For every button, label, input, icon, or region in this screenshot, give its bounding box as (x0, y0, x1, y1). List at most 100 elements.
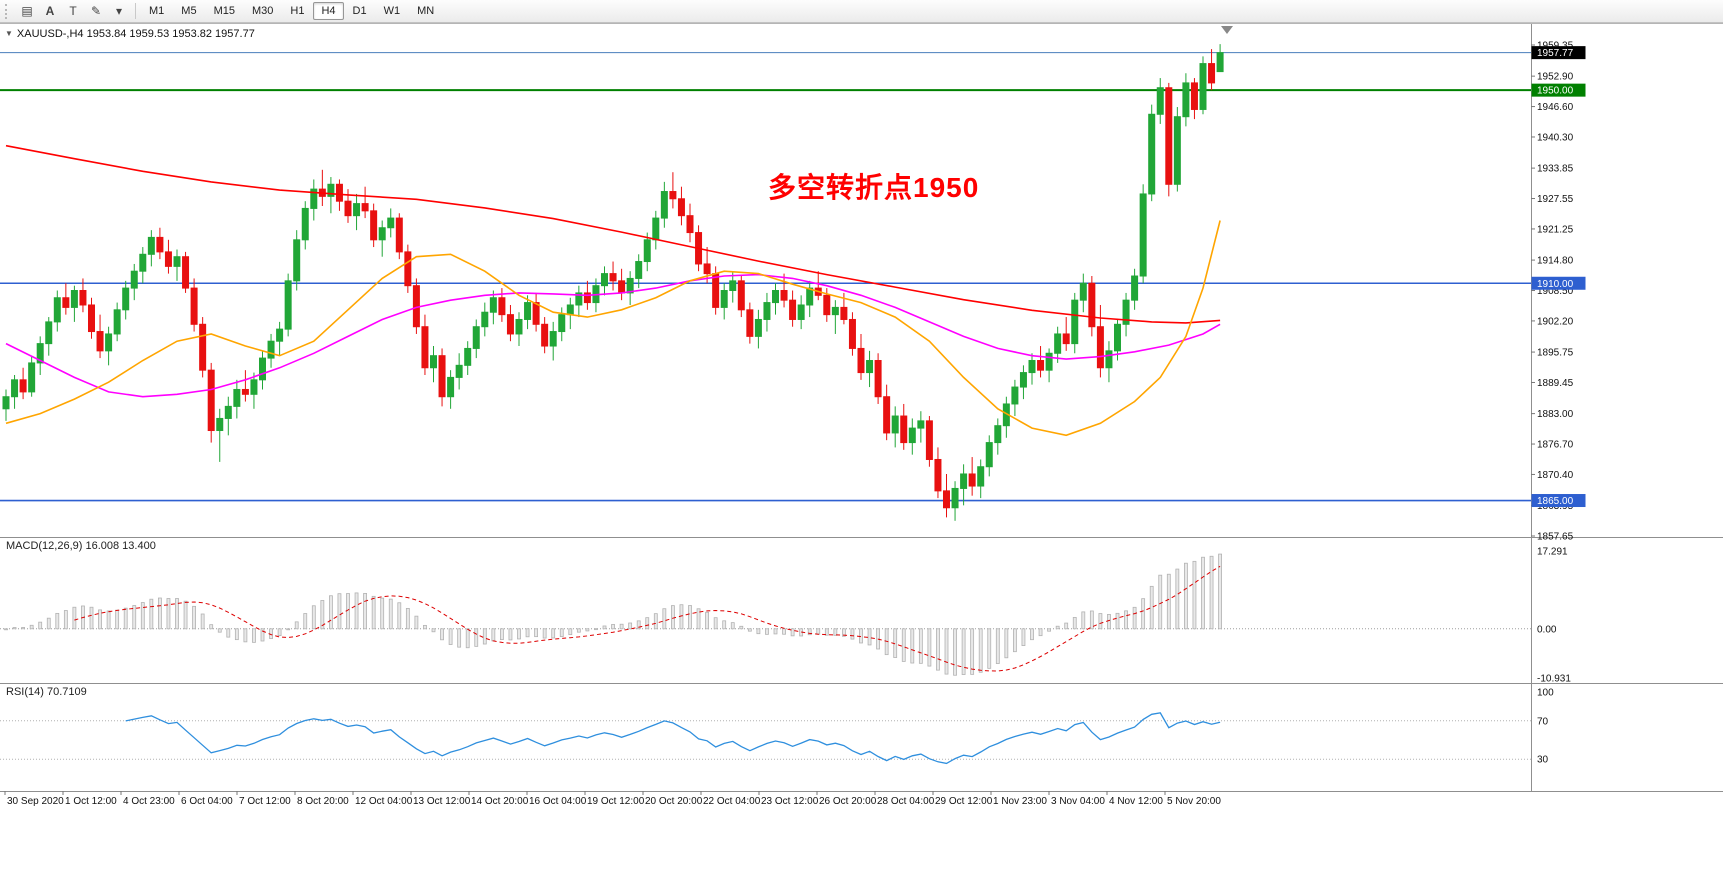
tf-button-m15[interactable]: M15 (213, 5, 235, 17)
candle (498, 297, 506, 316)
macd-histogram-bar (602, 625, 607, 630)
time-axis-label: 5 Nov 20:00 (1167, 796, 1221, 807)
candle (190, 287, 198, 325)
time-axis-label: 14 Oct 20:00 (471, 796, 529, 807)
macd-histogram-bar (713, 617, 718, 630)
price-scale-label: 1940.30 (1537, 132, 1574, 143)
candle (335, 183, 343, 202)
candle (866, 360, 874, 374)
time-axis-label: 20 Oct 20:00 (645, 796, 703, 807)
macd-histogram-bar (679, 604, 684, 630)
tf-button-m5[interactable]: M5 (181, 5, 197, 17)
macd-histogram-bar (1064, 622, 1069, 630)
label-a-icon[interactable]: A (45, 4, 55, 18)
tf-button-mn[interactable]: MN (417, 5, 435, 17)
macd-histogram-bar (611, 624, 615, 630)
candle (549, 331, 557, 347)
candle (259, 357, 266, 381)
chart-window-icon[interactable]: ▤ (21, 4, 33, 18)
macd-histogram-bar (978, 628, 983, 673)
candle (541, 323, 549, 347)
macd-histogram-bar (594, 628, 598, 631)
price-scale-label: 1876.70 (1537, 440, 1574, 451)
candle (113, 309, 121, 335)
time-axis-label: 16 Oct 04:00 (529, 796, 587, 807)
candle (182, 256, 190, 289)
candle (45, 321, 53, 345)
macd-histogram-bar (1047, 628, 1051, 632)
chart-shift-marker-icon[interactable] (1221, 26, 1233, 34)
time-scale[interactable]: 30 Sep 2020 1 Oct 12:00 4 Oct 23:00 6 Oct 0… (4, 791, 1221, 807)
candle (772, 290, 779, 304)
candle (626, 277, 634, 294)
one-click-trading-arrow[interactable]: ▼ (5, 29, 13, 38)
macd-histogram-bar (98, 609, 102, 630)
tf-button-h1[interactable]: H1 (290, 5, 305, 17)
macd-histogram-bar (431, 628, 436, 633)
price-scale-label: 1959.35 (1537, 41, 1574, 52)
macd-histogram-bar (226, 628, 231, 638)
macd-histogram-bar (448, 628, 453, 645)
macd-histogram-bar (696, 608, 701, 630)
macd-histogram-bar (1149, 585, 1154, 630)
text-tool-icon[interactable]: T (69, 4, 77, 18)
macd-histogram-bar (166, 598, 171, 630)
candle (968, 473, 976, 487)
macd-histogram-bar (29, 624, 34, 630)
candle (712, 273, 720, 308)
level-tag-1950 (1531, 83, 1586, 97)
macd-histogram-bar (953, 628, 957, 676)
macd-histogram-bar (525, 628, 530, 638)
candle (891, 415, 899, 434)
candle (1011, 386, 1019, 405)
candle (917, 420, 925, 429)
macd-histogram-bar (55, 612, 60, 630)
macd-histogram-bar (1038, 628, 1043, 637)
time-axis-label: 3 Nov 04:00 (1051, 796, 1105, 807)
macd-histogram-bar (1107, 614, 1111, 630)
macd-histogram-bar (1141, 598, 1146, 630)
time-axis-label: 28 Oct 04:00 (877, 796, 935, 807)
macd-panel: 17.291 0.00 -10.931 (0, 546, 1571, 684)
macd-histogram-bar (243, 628, 248, 643)
macd-histogram-bar (927, 628, 932, 667)
tf-button-w1[interactable]: W1 (383, 5, 401, 17)
macd-histogram-bar (303, 613, 308, 630)
candle (156, 236, 164, 253)
price-scale[interactable]: 1959.35 1952.90 1946.60 1940.30 1933.85 1927.… (1531, 41, 1586, 543)
macd-histogram-bar (12, 627, 17, 630)
macd-histogram-bar (123, 607, 128, 630)
candle (387, 217, 395, 229)
toolbar-drag-handle[interactable] (5, 3, 11, 19)
macd-histogram-bar (1166, 573, 1171, 630)
candle (96, 331, 104, 352)
macd-histogram-bar (1132, 606, 1137, 630)
candle (754, 318, 762, 337)
tf-button-d1[interactable]: D1 (352, 5, 367, 17)
macd-histogram-bar (405, 608, 410, 630)
candle (464, 347, 472, 366)
candle (139, 253, 147, 272)
candle (643, 239, 651, 263)
tf-button-h4[interactable]: H4 (313, 2, 344, 20)
macd-histogram-bar (388, 598, 393, 630)
time-axis-label: 13 Oct 12:00 (413, 796, 471, 807)
macd-histogram-bar (491, 628, 496, 642)
toolbar-icons: ▤ A T ✎ ▾ (16, 2, 130, 20)
candle (515, 318, 523, 335)
dropdown-arrow-icon[interactable]: ▾ (115, 4, 123, 18)
time-axis-label: 6 Oct 04:00 (181, 796, 233, 807)
candle (378, 227, 386, 241)
candle (344, 200, 352, 217)
tf-button-m30[interactable]: M30 (251, 5, 274, 17)
macd-histogram-bar (842, 628, 846, 637)
macd-histogram-bar (209, 624, 214, 630)
draw-tool-icon[interactable]: ✎ (90, 4, 102, 18)
macd-histogram-bar (739, 625, 744, 630)
tf-button-m1[interactable]: M1 (149, 5, 165, 17)
candle (1199, 63, 1207, 110)
macd-histogram-bar (363, 593, 368, 630)
macd-histogram-bar (517, 628, 521, 640)
macd-histogram-bar (175, 598, 179, 630)
